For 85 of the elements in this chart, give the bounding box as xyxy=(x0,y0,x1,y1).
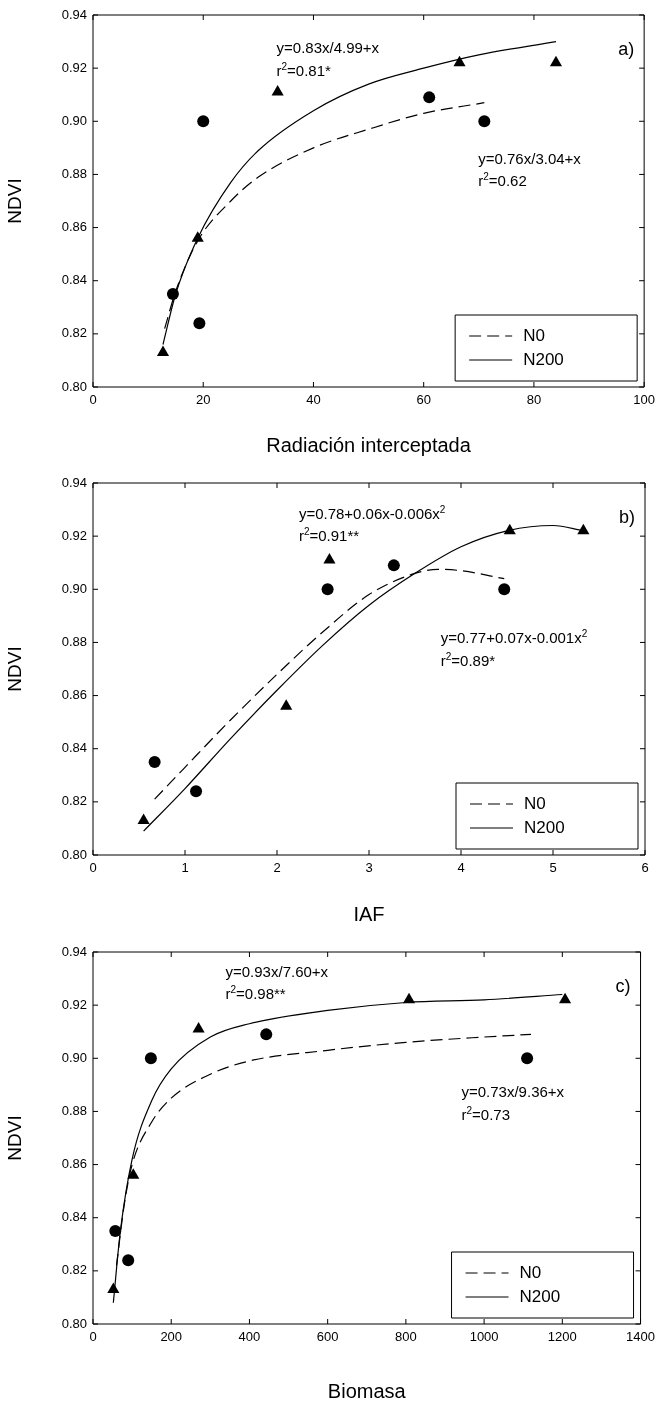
x-tick-label: 6 xyxy=(641,860,649,876)
x-tick-label: 1000 xyxy=(469,1329,499,1345)
x-tick-label: 40 xyxy=(306,392,321,408)
x-tick-label: 80 xyxy=(526,392,542,408)
x-tick-label: 0 xyxy=(89,392,97,408)
point xyxy=(521,1052,534,1065)
x-tick-label: 0 xyxy=(89,860,97,876)
annotation: b) xyxy=(619,507,636,527)
y-axis-title: NDVI xyxy=(3,178,25,224)
y-tick-label: 0.86 xyxy=(61,687,87,703)
point xyxy=(127,1168,140,1179)
legend-label: N200 xyxy=(523,349,564,369)
annotation: y=0.93x/7.60+x xyxy=(225,962,329,980)
legend-label: N200 xyxy=(519,1286,561,1306)
point xyxy=(148,756,161,768)
x-tick-label: 100 xyxy=(633,392,656,408)
y-tick-label: 0.88 xyxy=(61,166,87,182)
legend-label: N200 xyxy=(524,817,565,837)
x-tick-label: 600 xyxy=(316,1329,339,1345)
point xyxy=(192,1022,205,1033)
point xyxy=(423,91,436,104)
y-tick-label: 0.90 xyxy=(61,580,87,596)
annotation: c) xyxy=(615,976,631,996)
y-tick-label: 0.94 xyxy=(61,943,87,959)
x-tick-label: 1 xyxy=(181,860,189,876)
point xyxy=(271,85,284,96)
y-tick-label: 0.84 xyxy=(61,272,87,288)
y-tick-label: 0.82 xyxy=(61,1262,87,1278)
x-tick-label: 4 xyxy=(457,860,465,876)
y-tick-label: 0.88 xyxy=(61,634,87,650)
y-tick-label: 0.84 xyxy=(61,740,87,756)
point xyxy=(193,317,206,330)
x-tick-label: 5 xyxy=(549,860,557,876)
y-tick-label: 0.82 xyxy=(61,793,87,809)
y-axis-title: NDVI xyxy=(3,646,25,692)
annotation: y=0.83x/4.99+x xyxy=(276,38,380,56)
y-tick-label: 0.84 xyxy=(61,1209,87,1225)
y-tick-label: 0.94 xyxy=(61,6,87,22)
y-tick-label: 0.86 xyxy=(61,1156,87,1172)
point xyxy=(122,1254,135,1267)
legend-label: N0 xyxy=(523,325,545,345)
y-tick-label: 0.94 xyxy=(61,474,87,490)
point xyxy=(109,1225,122,1237)
y-tick-label: 0.92 xyxy=(61,527,87,543)
annotation: y=0.76x/3.04+x xyxy=(478,149,582,167)
x-axis-title: IAF xyxy=(353,902,385,925)
y-axis-title: NDVI xyxy=(3,1115,25,1161)
x-tick-label: 20 xyxy=(196,392,211,408)
x-tick-label: 2 xyxy=(273,860,281,876)
x-tick-label: 3 xyxy=(365,860,373,876)
y-tick-label: 0.92 xyxy=(61,996,87,1012)
y-tick-label: 0.90 xyxy=(61,112,87,128)
point xyxy=(559,992,572,1004)
point xyxy=(478,115,491,128)
annotation: a) xyxy=(618,39,635,59)
y-tick-label: 0.80 xyxy=(61,846,87,862)
point xyxy=(260,1028,273,1041)
y-tick-label: 0.90 xyxy=(61,1049,87,1065)
x-tick-label: 60 xyxy=(416,392,431,408)
x-tick-label: 1400 xyxy=(626,1329,655,1345)
point xyxy=(280,699,293,710)
x-tick-label: 200 xyxy=(160,1329,183,1345)
point xyxy=(549,55,563,67)
legend-label: N0 xyxy=(524,793,546,813)
y-tick-label: 0.88 xyxy=(61,1103,87,1119)
x-tick-label: 400 xyxy=(238,1329,261,1345)
point xyxy=(323,553,336,564)
x-tick-label: 1200 xyxy=(547,1329,577,1345)
legend-label: N0 xyxy=(519,1262,542,1282)
point xyxy=(144,1052,157,1065)
y-tick-label: 0.80 xyxy=(61,378,87,394)
x-axis-title: Biomasa xyxy=(327,1379,407,1402)
x-axis-title: Radiación interceptada xyxy=(266,433,472,456)
y-tick-label: 0.80 xyxy=(61,1315,87,1331)
point xyxy=(498,583,511,596)
y-tick-label: 0.82 xyxy=(61,325,87,341)
annotation: y=0.73x/9.36+x xyxy=(461,1083,565,1101)
point xyxy=(321,583,334,596)
y-tick-label: 0.92 xyxy=(61,59,87,75)
y-tick-label: 0.86 xyxy=(61,219,87,235)
point xyxy=(197,115,210,128)
x-tick-label: 0 xyxy=(89,1329,97,1345)
point xyxy=(190,785,203,798)
x-tick-label: 800 xyxy=(395,1329,417,1345)
point xyxy=(387,559,400,572)
